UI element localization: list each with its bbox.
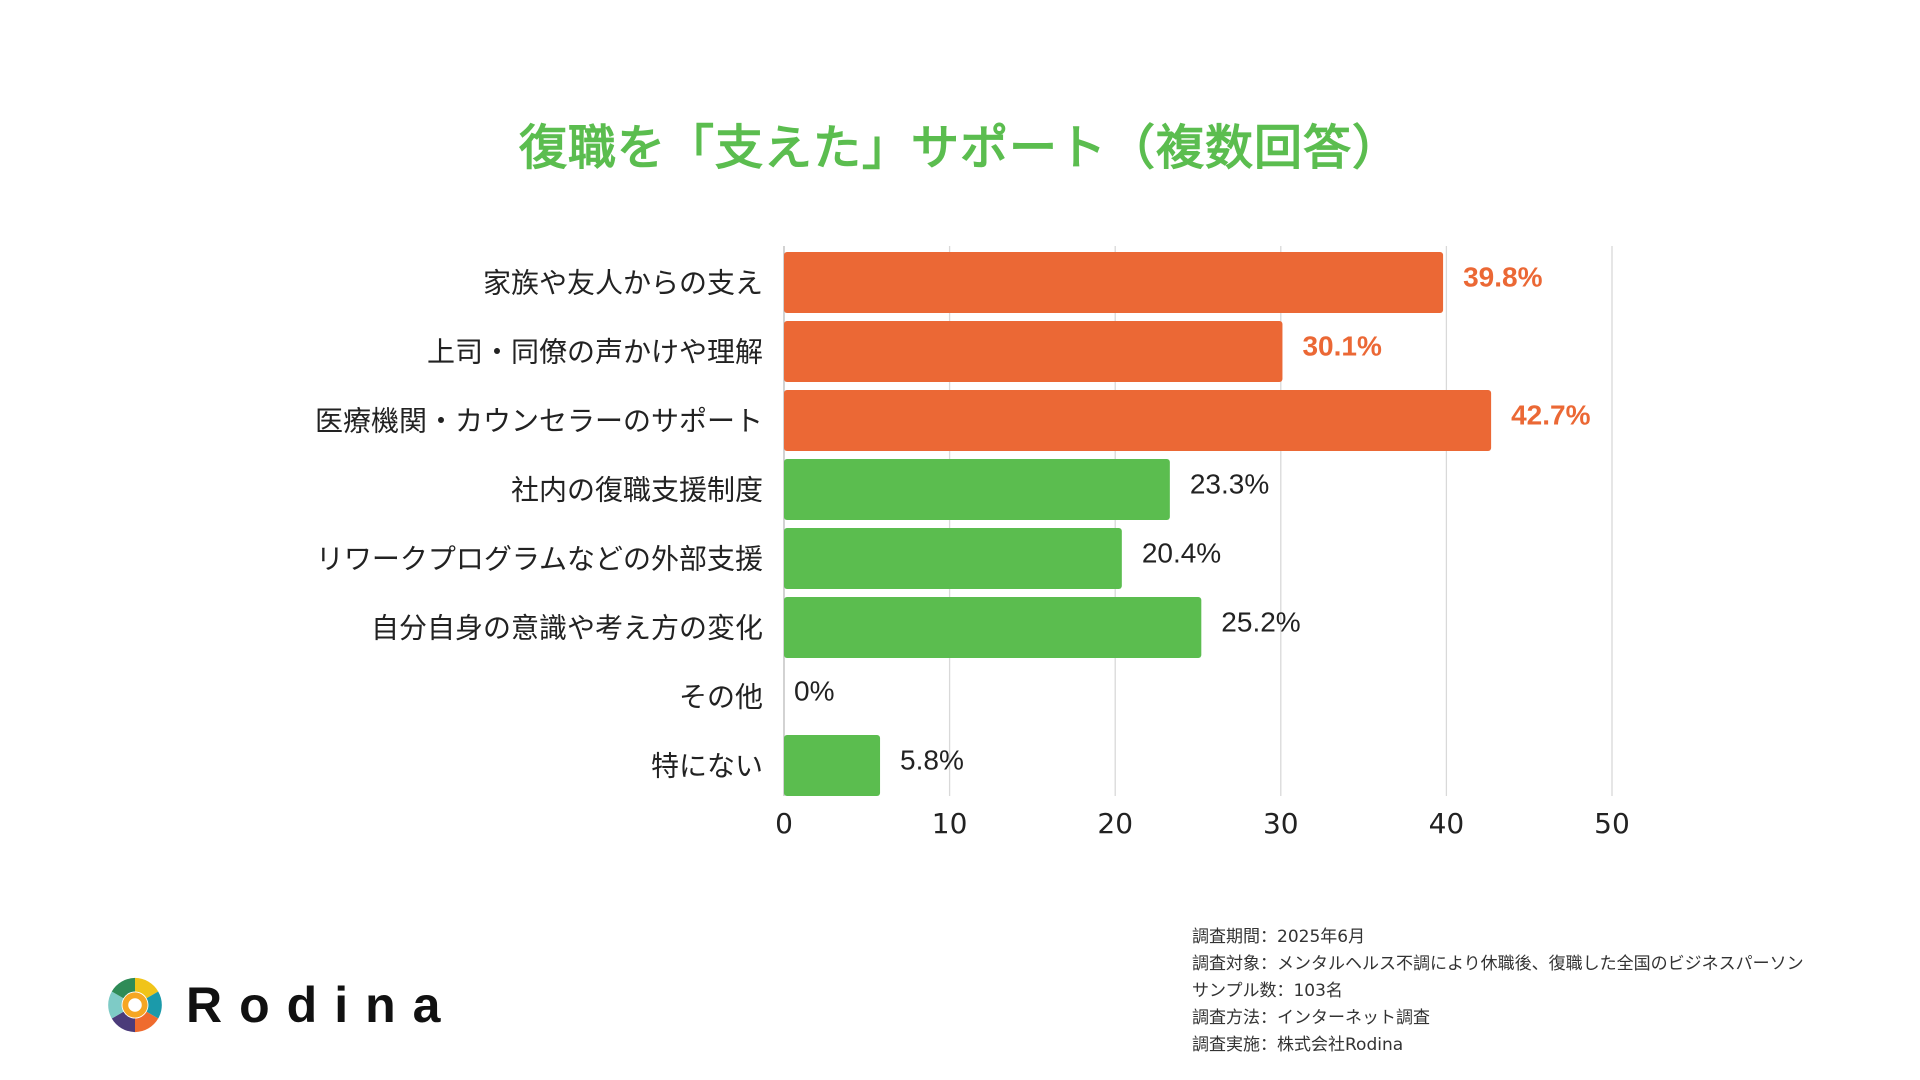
x-tick-label: 30 bbox=[1263, 807, 1299, 840]
category-label: その他 bbox=[679, 681, 763, 714]
category-label: 医療機関・カウンセラーのサポート bbox=[315, 405, 763, 438]
logo-aperture-icon bbox=[108, 977, 162, 1033]
footnote-method: 調査方法：インターネット調査 bbox=[1192, 1008, 1430, 1028]
bar-chart: 0 10 20 30 40 50 家族や友人からの支え 39.8% 上司・同僚の声かけや理解 30… bbox=[315, 246, 1630, 840]
footnote-sample: サンプル数：103名 bbox=[1192, 981, 1343, 1001]
bar bbox=[784, 321, 1283, 382]
data-label: 39.8% bbox=[1463, 262, 1542, 293]
logo-text: Rodina bbox=[186, 977, 458, 1033]
category-label: 家族や友人からの支え bbox=[483, 267, 763, 300]
x-tick-label: 40 bbox=[1429, 807, 1465, 840]
category-label: 特にない bbox=[651, 750, 763, 783]
survey-footnote: 調査期間：2025年6月 調査対象：メンタルヘルス不調により休職後、復職した全国… bbox=[1192, 924, 1804, 1059]
category-label: 上司・同僚の声かけや理解 bbox=[427, 336, 763, 369]
bar bbox=[784, 390, 1492, 451]
rodina-logo: Rodina bbox=[106, 976, 457, 1034]
bar bbox=[784, 459, 1170, 520]
data-label: 23.3% bbox=[1190, 469, 1269, 500]
data-label: 0% bbox=[794, 676, 834, 707]
x-tick-label: 0 bbox=[775, 807, 793, 840]
footnote-target: 調査対象：メンタルヘルス不調により休職後、復職した全国のビジネスパーソン bbox=[1192, 954, 1804, 974]
data-label: 20.4% bbox=[1142, 538, 1221, 569]
x-tick-label: 20 bbox=[1097, 807, 1133, 840]
x-tick-label: 50 bbox=[1594, 807, 1630, 840]
data-label: 30.1% bbox=[1302, 331, 1381, 362]
category-label: リワークプログラムなどの外部支援 bbox=[316, 543, 763, 576]
x-tick-label: 10 bbox=[932, 807, 968, 840]
bar bbox=[784, 252, 1444, 313]
category-label: 社内の復職支援制度 bbox=[511, 474, 763, 507]
data-label: 5.8% bbox=[900, 745, 964, 776]
footnote-period: 調査期間：2025年6月 bbox=[1192, 927, 1366, 947]
data-label: 42.7% bbox=[1511, 400, 1590, 431]
bar bbox=[784, 528, 1122, 589]
category-label: 自分自身の意識や考え方の変化 bbox=[371, 612, 763, 645]
chart-title: 復職を「支えた」サポート（複数回答） bbox=[518, 120, 1401, 176]
bar bbox=[784, 735, 881, 796]
data-label: 25.2% bbox=[1221, 607, 1300, 638]
footnote-conductor: 調査実施：株式会社Rodina bbox=[1192, 1035, 1404, 1055]
bar bbox=[784, 597, 1202, 658]
